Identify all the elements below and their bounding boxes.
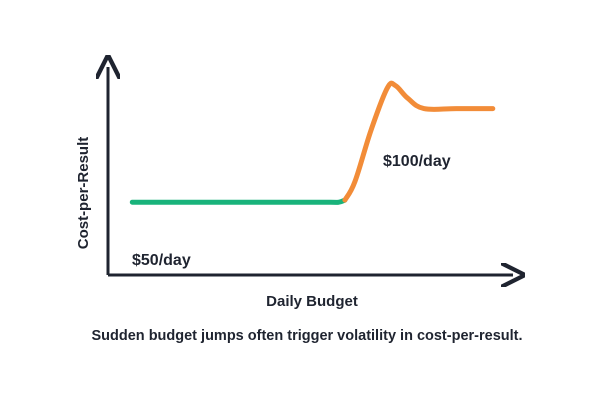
- x-axis-label: Daily Budget: [266, 293, 358, 310]
- y-axis-label: Cost-per-Result: [75, 137, 92, 250]
- annotation-50-per-day: $50/day: [132, 252, 191, 269]
- annotation-100-per-day: $100/day: [383, 153, 451, 170]
- series-line-50: [129, 197, 348, 205]
- chart-caption: Sudden budget jumps often trigger volati…: [91, 328, 523, 344]
- series-line-100: [342, 80, 496, 203]
